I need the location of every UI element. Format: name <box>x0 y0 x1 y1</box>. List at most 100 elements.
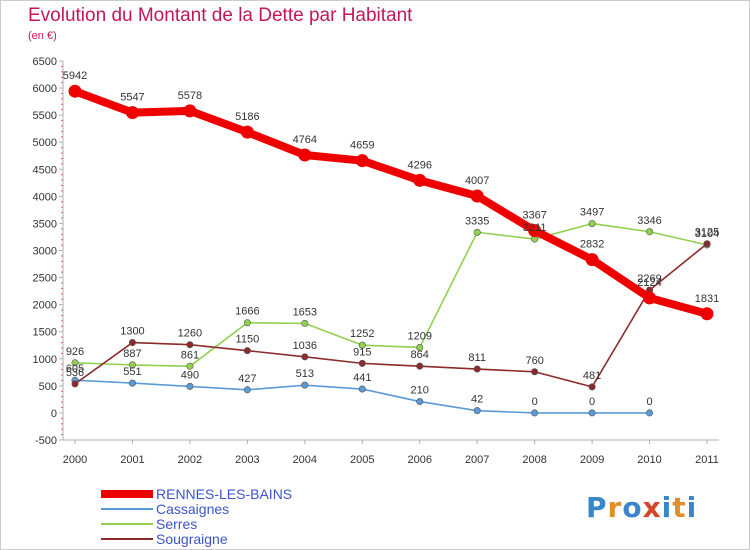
y-tick-label: 1500 <box>33 327 57 339</box>
data-label: 0 <box>532 396 538 408</box>
data-point <box>588 409 596 417</box>
data-label: 4007 <box>465 175 489 187</box>
data-label: 42 <box>471 394 483 406</box>
series-line-serres <box>74 222 708 368</box>
y-tick-label: 6500 <box>33 56 57 68</box>
logo-letter: r <box>607 491 623 524</box>
data-point <box>243 386 251 394</box>
data-point <box>646 409 654 417</box>
x-tick-label: 2011 <box>695 454 719 466</box>
data-point <box>128 379 136 387</box>
data-label: 1831 <box>695 293 719 305</box>
data-point <box>413 173 427 187</box>
x-tick-label: 2006 <box>407 454 431 466</box>
data-point <box>128 339 136 347</box>
data-label: 551 <box>123 366 141 378</box>
data-label: 3335 <box>465 215 489 227</box>
data-label: 5578 <box>178 90 202 102</box>
data-label: 1252 <box>350 328 374 340</box>
data-label: 605 <box>66 363 84 375</box>
data-point <box>243 319 251 327</box>
y-tick-label: -500 <box>35 435 57 447</box>
data-point <box>186 382 194 390</box>
y-tick-label: 500 <box>39 381 57 393</box>
data-label: 1300 <box>120 326 144 338</box>
data-label: 0 <box>646 396 652 408</box>
data-point <box>358 385 366 393</box>
data-label: 887 <box>123 348 141 360</box>
data-point <box>301 353 309 361</box>
data-point <box>186 341 194 349</box>
legend-label: RENNES-LES-BAINS <box>156 486 292 502</box>
y-tick-label: 1000 <box>33 354 57 366</box>
data-label: 3104 <box>695 228 719 240</box>
data-label: 1260 <box>178 328 202 340</box>
logo-letter: x <box>642 491 662 524</box>
x-tick-label: 2010 <box>637 454 661 466</box>
y-tick-label: 5500 <box>33 110 57 122</box>
x-tick-label: 2000 <box>63 454 87 466</box>
data-label: 441 <box>353 372 371 384</box>
data-label: 481 <box>583 370 601 382</box>
data-point <box>71 380 79 388</box>
data-point <box>416 398 424 406</box>
data-point <box>301 319 309 327</box>
logo-letter: P <box>586 491 608 524</box>
data-label: 3211 <box>523 222 547 234</box>
data-point <box>71 359 79 367</box>
data-label: 861 <box>181 349 199 361</box>
x-tick-label: 2009 <box>580 454 604 466</box>
y-tick-label: 2500 <box>33 273 57 285</box>
data-label: 4296 <box>407 159 431 171</box>
data-label: 2269 <box>637 273 661 285</box>
data-label: 3497 <box>580 207 604 219</box>
data-label: 210 <box>411 385 429 397</box>
data-label: 2832 <box>580 239 604 251</box>
data-point <box>416 362 424 370</box>
data-label: 3125 <box>695 227 719 239</box>
data-point <box>186 362 194 370</box>
data-label: 5186 <box>235 111 259 123</box>
y-tick-label: 3000 <box>33 246 57 258</box>
data-point <box>528 224 542 238</box>
legend-label: Cassaignes <box>156 501 229 517</box>
x-tick-label: 2007 <box>465 454 489 466</box>
data-point <box>355 154 369 168</box>
proxiti-logo: Proxiti <box>586 491 697 524</box>
series-line-cassaignes <box>74 379 651 414</box>
x-tick-label: 2005 <box>350 454 374 466</box>
data-label: 0 <box>589 396 595 408</box>
data-point <box>585 253 599 267</box>
y-tick-label: 4000 <box>33 191 57 203</box>
data-label: 427 <box>238 373 256 385</box>
data-label: 1036 <box>293 340 317 352</box>
data-label: 5547 <box>120 92 144 104</box>
y-tick-label: 5000 <box>33 137 57 149</box>
data-point <box>700 307 714 321</box>
x-tick-label: 2001 <box>120 454 144 466</box>
data-point <box>243 347 251 355</box>
series-line-sougraigne <box>74 242 708 388</box>
data-point <box>416 343 424 351</box>
legend-label: Serres <box>156 516 197 532</box>
y-tick-label: 2000 <box>33 300 57 312</box>
x-tick-label: 2008 <box>522 454 546 466</box>
data-label: 513 <box>296 368 314 380</box>
data-label: 915 <box>353 346 371 358</box>
logo-letter: o <box>622 491 643 524</box>
chart-title: Evolution du Montant de la Dette par Hab… <box>28 5 413 26</box>
data-point <box>125 106 139 120</box>
data-label: 811 <box>468 352 486 364</box>
data-label: 3346 <box>637 215 661 227</box>
data-label: 926 <box>66 346 84 358</box>
y-tick-label: 0 <box>51 408 57 420</box>
data-point <box>183 104 197 118</box>
chart-subtitle: (en €) <box>28 30 57 42</box>
data-point <box>358 359 366 367</box>
data-point <box>473 228 481 236</box>
data-label: 864 <box>411 349 429 361</box>
data-point <box>358 341 366 349</box>
data-point <box>240 125 254 139</box>
data-point <box>643 291 657 305</box>
